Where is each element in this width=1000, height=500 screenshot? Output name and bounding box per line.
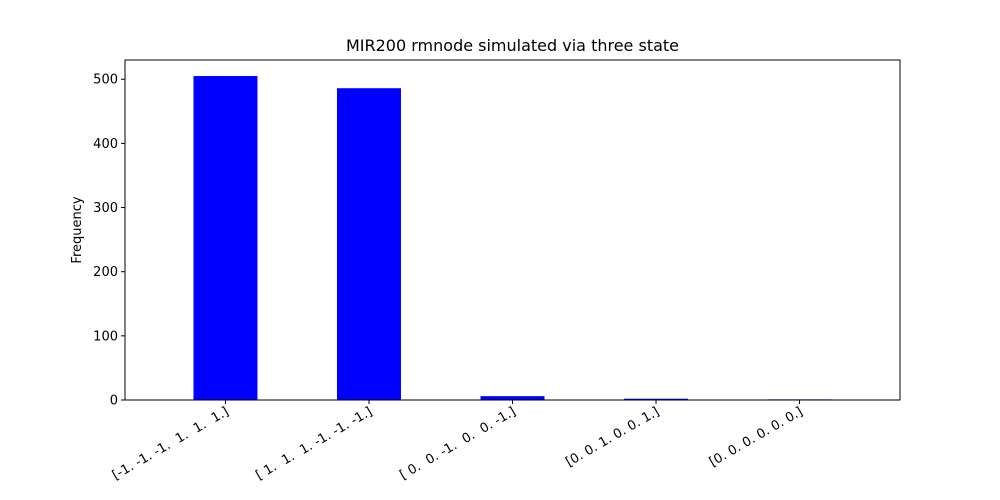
x-tick-label: [0. 0. 0. 0. 0. 0.] [707,404,806,470]
y-tick-label: 400 [93,137,118,152]
bar [624,398,689,400]
axes-frame [124,59,901,401]
bar [193,76,258,401]
chart-title: MIR200 rmnode simulated via three state [346,36,679,55]
x-tick-label: [0. 0. 1. 0. 0. 1.] [563,404,662,470]
y-tick-label: 100 [93,329,118,344]
bar [480,396,545,400]
y-tick-label: 0 [110,394,118,409]
x-tick-label: [ 0. 0. -1. 0. 0. -1.] [397,404,518,483]
x-axis-ticks: [-1. -1. -1. 1. 1. 1.] [ 1. 1. 1. -1. -1.… [110,400,806,483]
y-axis-ticks: 0 100 200 300 400 500 [93,73,125,409]
bar [336,88,401,401]
x-tick-label: [ 1. 1. 1. -1. -1. -1.] [253,404,375,483]
y-tick-label: 300 [93,201,118,216]
bars-group [193,76,832,401]
y-tick-label: 500 [93,73,118,88]
x-tick-label: [-1. -1. -1. 1. 1. 1.] [110,404,232,483]
y-tick-label: 200 [93,265,118,280]
y-axis-label: Frequency [70,196,85,263]
